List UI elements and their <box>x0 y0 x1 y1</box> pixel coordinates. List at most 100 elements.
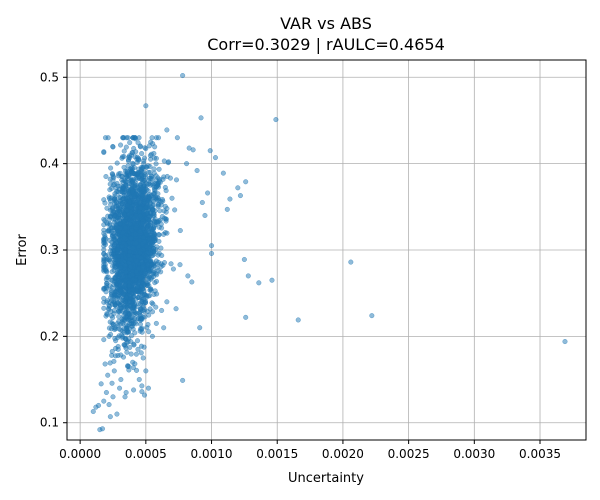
data-point <box>136 377 142 383</box>
data-point <box>129 272 136 278</box>
data-point <box>118 269 124 275</box>
data-point <box>165 160 171 166</box>
data-point <box>149 232 155 238</box>
x-tick-label: 0.0010 <box>191 447 233 461</box>
chart-title: VAR vs ABS <box>280 14 372 33</box>
data-point <box>224 206 230 212</box>
data-point <box>106 402 112 408</box>
data-point <box>348 259 354 265</box>
data-point <box>101 216 107 222</box>
data-point <box>103 389 109 396</box>
data-point <box>124 208 130 214</box>
data-point <box>95 402 102 409</box>
data-point <box>127 344 133 351</box>
data-point <box>130 277 136 283</box>
chart-subtitle: Corr=0.3029 | rAULC=0.4654 <box>207 35 445 54</box>
data-point <box>115 188 121 195</box>
data-point <box>144 232 150 238</box>
data-point <box>119 243 125 249</box>
data-point <box>243 314 249 320</box>
data-point <box>145 262 151 268</box>
data-point <box>101 305 107 311</box>
data-point <box>150 301 156 307</box>
data-point <box>190 147 196 153</box>
data-point <box>110 173 116 179</box>
data-point <box>115 346 121 352</box>
x-tick-label: 0.0025 <box>388 447 430 461</box>
data-point <box>117 385 123 391</box>
data-point <box>161 208 167 214</box>
data-point <box>108 308 114 314</box>
data-point <box>150 141 156 147</box>
data-point <box>136 174 142 180</box>
data-point <box>138 166 144 173</box>
data-point <box>122 343 128 349</box>
data-point <box>134 338 141 344</box>
data-point <box>135 170 141 176</box>
data-point <box>102 361 108 367</box>
data-point <box>135 283 141 290</box>
data-point <box>122 263 128 269</box>
data-point <box>156 224 162 230</box>
data-point <box>129 333 135 339</box>
data-point <box>189 279 195 285</box>
data-point <box>101 398 107 404</box>
data-point <box>121 235 127 241</box>
data-point <box>101 337 107 343</box>
data-point <box>109 352 115 358</box>
data-point <box>114 411 120 417</box>
data-point <box>140 314 146 320</box>
data-point <box>130 188 136 194</box>
data-point <box>146 267 152 274</box>
data-point <box>144 254 150 260</box>
data-point <box>136 238 143 244</box>
data-point <box>121 135 127 141</box>
data-point <box>142 238 148 245</box>
x-tick-label: 0.0015 <box>256 447 298 461</box>
data-point <box>156 178 162 184</box>
data-point <box>109 225 115 231</box>
data-point <box>153 320 159 326</box>
data-point <box>174 135 180 141</box>
data-point <box>104 299 110 305</box>
data-point <box>124 174 130 180</box>
data-point <box>127 221 133 227</box>
data-point <box>170 266 176 272</box>
data-point <box>128 180 134 187</box>
data-point <box>130 359 136 365</box>
data-point <box>155 203 161 210</box>
data-point <box>111 325 117 331</box>
x-tick-label: 0.0035 <box>519 447 561 461</box>
data-point <box>155 191 161 197</box>
data-point <box>127 318 133 324</box>
data-point <box>121 290 127 296</box>
data-point <box>235 185 241 191</box>
data-point <box>164 230 170 236</box>
data-point <box>131 342 137 348</box>
data-point <box>123 225 129 231</box>
data-point <box>147 287 153 293</box>
data-point <box>143 103 149 109</box>
data-point <box>140 264 146 270</box>
data-point <box>128 152 135 158</box>
data-point <box>124 329 130 335</box>
data-point <box>118 377 124 383</box>
data-point <box>153 173 159 179</box>
data-point <box>144 324 150 330</box>
data-point <box>198 115 204 121</box>
data-point <box>130 170 136 176</box>
data-point <box>162 215 168 221</box>
data-point <box>142 172 148 178</box>
data-point <box>127 299 133 305</box>
data-point <box>112 254 119 260</box>
data-point <box>295 317 301 323</box>
data-point <box>139 151 145 157</box>
data-point <box>145 163 151 169</box>
data-point <box>243 179 249 185</box>
data-point <box>143 368 149 374</box>
data-point <box>109 185 115 191</box>
data-point <box>150 226 156 233</box>
data-point <box>149 333 155 339</box>
y-tick-label: 0.1 <box>40 416 59 430</box>
